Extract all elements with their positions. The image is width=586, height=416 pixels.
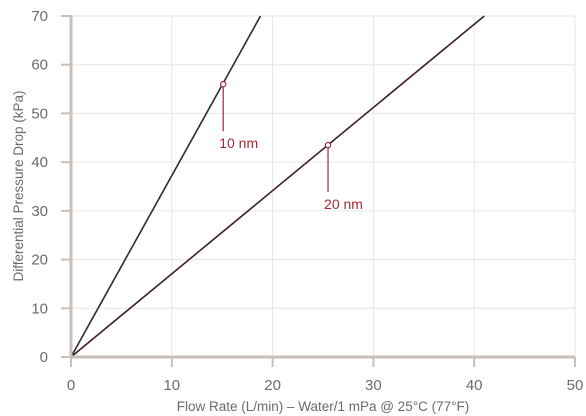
data-labels: 10 nm 20 nm [219,80,363,212]
x-tick-label: 30 [365,377,382,394]
data-point-marker [220,80,227,88]
x-axis-title: Flow Rate (L/min) – Water/1 mPa @ 25°C (… [177,399,470,414]
y-tick-label: 70 [31,8,48,25]
data-point-marker [324,141,332,149]
grid [71,15,576,357]
y-tick-label: 30 [31,203,48,220]
series-label: 10 nm [219,135,258,151]
y-tick-label: 50 [31,105,48,122]
y-tick-label: 10 [31,300,48,317]
x-tick-label: 10 [163,377,180,394]
x-tick-label: 0 [67,377,75,394]
y-tick-label: 40 [31,154,48,171]
y-axis-title: Differential Pressure Drop (kPa) [11,90,26,281]
series-line-20-nm [70,15,485,358]
axes [61,15,576,367]
y-tick-label: 20 [31,252,48,269]
series-label: 20 nm [324,196,363,212]
x-tick-label: 20 [264,377,281,394]
x-tick-label: 50 [567,377,584,394]
y-tick-label: 0 [40,349,48,366]
series-line-10-nm [70,15,262,358]
y-tick-label: 60 [31,57,48,74]
series-lines [70,15,485,358]
x-tick-label: 40 [466,377,483,394]
tick-labels: 0 10 20 30 40 50 60 70 0 10 20 30 40 50 [31,8,583,394]
